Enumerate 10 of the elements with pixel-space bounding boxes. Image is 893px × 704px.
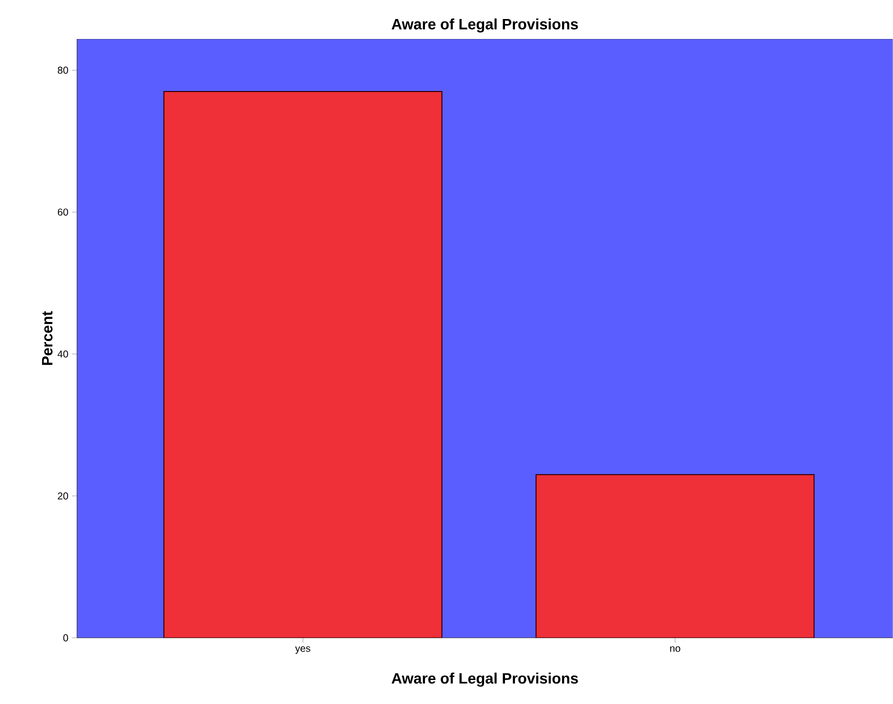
chart-title: Aware of Legal Provisions xyxy=(392,18,578,33)
y-tick-label: 0 xyxy=(63,634,68,642)
x-tick-label: yes xyxy=(295,646,310,654)
y-tick-label: 40 xyxy=(58,350,68,358)
y-tick-label: 20 xyxy=(58,492,68,500)
x-axis-title: Aware of Legal Provisions xyxy=(392,672,578,687)
y-tick-label: 80 xyxy=(58,66,68,74)
y-axis-title: Percent xyxy=(42,311,53,365)
y-tick-label: 60 xyxy=(58,208,68,216)
x-tick-label: no xyxy=(670,646,680,652)
